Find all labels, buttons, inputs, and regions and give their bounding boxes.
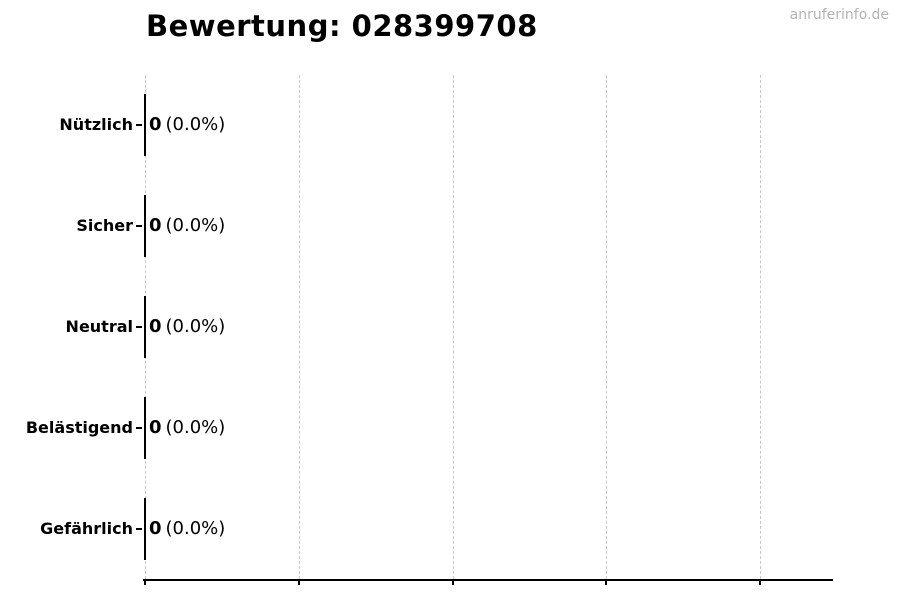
gridline [298, 75, 300, 579]
value-percent: (0.0%) [165, 517, 226, 539]
x-axis-tick [451, 579, 454, 585]
gridline [452, 75, 454, 579]
value-label: 0 (0.0%) [149, 116, 225, 134]
value-label: 0 (0.0%) [149, 217, 225, 235]
category-label: Sicher [76, 216, 133, 236]
gridline [606, 75, 608, 579]
bar [144, 396, 146, 459]
value-count: 0 [149, 215, 162, 237]
value-percent: (0.0%) [165, 114, 226, 136]
bar [144, 195, 146, 258]
plot-area: Nützlich 0 (0.0%) Sicher 0 (0.0%) Neutral 0 (0.0… [26, 75, 833, 585]
watermark-text: anruferinfo.de [789, 7, 889, 23]
value-count: 0 [149, 517, 162, 539]
value-label: 0 (0.0%) [149, 416, 226, 438]
y-axis-tick [136, 124, 142, 127]
y-axis-tick [136, 426, 142, 429]
value-count: 0 [149, 316, 162, 337]
category-label: Gefährlich [40, 518, 133, 538]
bar [144, 497, 146, 560]
x-axis-line [143, 579, 833, 581]
chart-title: Bewertung: 028399708 [146, 9, 538, 43]
category-label: Belästigend [25, 417, 133, 437]
bar [144, 296, 146, 358]
y-axis-tick [136, 225, 142, 228]
value-label: 0 (0.0%) [149, 517, 226, 539]
y-axis-tick [136, 527, 142, 530]
gridline [760, 75, 762, 579]
value-percent: (0.0%) [165, 416, 226, 438]
x-axis-tick [605, 579, 608, 585]
bar [144, 94, 146, 157]
category-label: Nützlich [59, 115, 133, 135]
value-count: 0 [149, 416, 162, 438]
x-axis-tick [144, 579, 146, 585]
value-percent: (0.0%) [165, 215, 226, 237]
y-axis-tick [136, 326, 142, 328]
x-axis-tick [759, 579, 762, 585]
value-count: 0 [149, 114, 162, 136]
x-axis-tick [297, 579, 300, 585]
value-percent: (0.0%) [165, 316, 226, 337]
category-label: Neutral [65, 317, 133, 336]
value-label: 0 (0.0%) [149, 318, 225, 336]
